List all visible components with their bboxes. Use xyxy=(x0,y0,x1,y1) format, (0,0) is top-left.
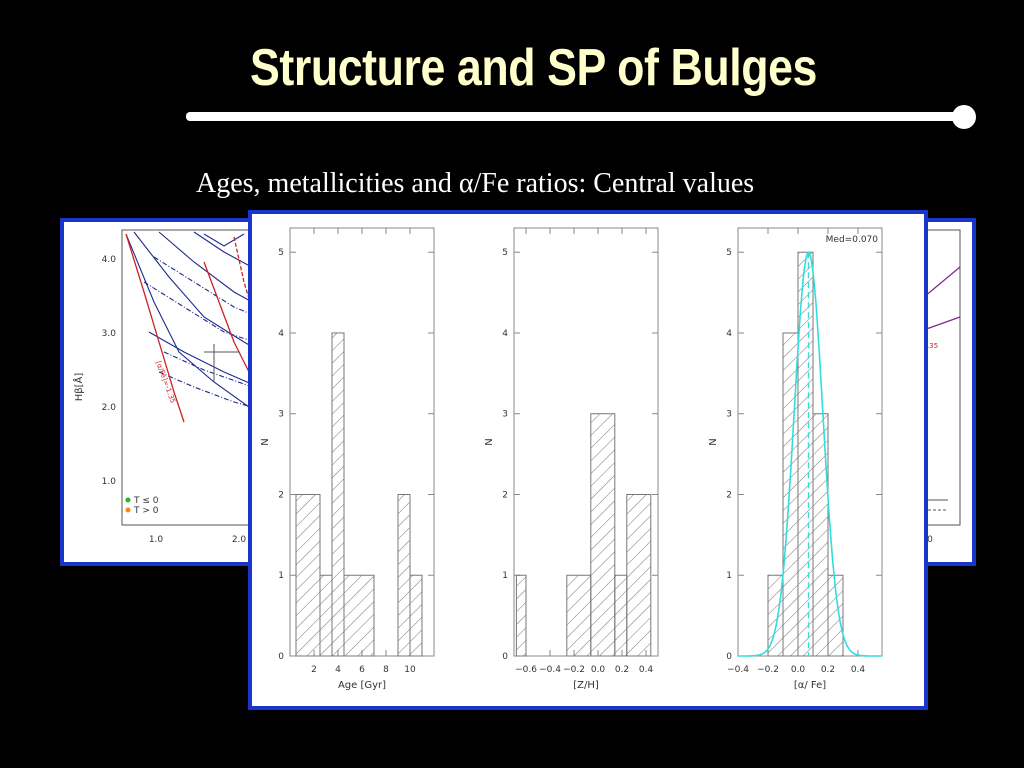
x-tick-label: 0.0 xyxy=(791,665,806,675)
x-tick-label: 0 xyxy=(927,535,933,545)
x-tick-label: 8 xyxy=(383,665,389,675)
histogram-bar xyxy=(343,574,375,657)
x-tick-label: 2 xyxy=(311,665,317,675)
x-tick-label: 0.2 xyxy=(615,665,629,675)
histogram-bar xyxy=(590,413,616,657)
x-tick-label: −0.6 xyxy=(515,665,537,675)
x-tick-label: 2.0 xyxy=(232,535,247,545)
y-tick-label: 3 xyxy=(726,410,732,420)
background-index-plot-panel: 4.0 3.0 2.0 1.0 1.0 2.0 Hβ[Å] [α/Fe]=-1.… xyxy=(60,218,274,566)
x-tick-label: 0.4 xyxy=(851,665,866,675)
y-tick-label: 1 xyxy=(502,571,508,581)
model-label: [α/Fe]=-1.35 xyxy=(154,360,177,404)
x-axis-title: [Z/H] xyxy=(573,680,599,691)
histogram-bar xyxy=(626,493,652,657)
title-underline xyxy=(186,112,964,121)
y-tick-label: 5 xyxy=(726,248,732,258)
histogram-bar xyxy=(812,413,829,657)
x-tick-label: 0.4 xyxy=(639,665,654,675)
y-tick-label: 4 xyxy=(726,329,732,339)
y-tick-label: 5 xyxy=(278,248,284,258)
x-tick-label: −0.4 xyxy=(539,665,561,675)
y-axis-title: N xyxy=(484,438,495,445)
y-tick-label: 2.0 xyxy=(102,403,117,413)
x-tick-label: −0.4 xyxy=(727,665,749,675)
x-tick-label: 0.2 xyxy=(821,665,835,675)
y-tick-label: 4 xyxy=(502,329,508,339)
histograms-panel: 0 1 2 3 4 5 2 4 6 8 10 Age [Gyr] N 0 1 2 3 4 5 −0.6 −0.4 −0.2… xyxy=(248,210,928,710)
x-axis-title: [α/ Fe] xyxy=(794,680,826,691)
median-annotation: Med=0.070 xyxy=(826,235,879,245)
slide-subtitle: Ages, metallicities and α/Fe ratios: Cen… xyxy=(196,168,755,199)
y-tick-label: 1.0 xyxy=(102,477,117,487)
gaussian-fit-curve xyxy=(738,251,882,657)
x-tick-label: 1.0 xyxy=(149,535,164,545)
y-tick-label: 4 xyxy=(278,329,284,339)
legend-marker-green xyxy=(125,497,131,503)
legend-marker-orange xyxy=(125,507,131,513)
y-axis-title: N xyxy=(260,438,271,445)
y-tick-label: 2 xyxy=(726,490,732,500)
x-tick-label: −0.2 xyxy=(563,665,585,675)
underline-endpoint-dot xyxy=(952,105,976,129)
slide-title: Structure and SP of Bulges xyxy=(250,39,817,97)
x-tick-label: 6 xyxy=(359,665,365,675)
x-tick-label: 10 xyxy=(404,665,416,675)
y-tick-label: 2 xyxy=(502,490,508,500)
background-index-plot: 4.0 3.0 2.0 1.0 1.0 2.0 Hβ[Å] [α/Fe]=-1.… xyxy=(72,229,270,545)
y-tick-label: 3 xyxy=(278,410,284,420)
x-tick-label: 0.0 xyxy=(591,665,606,675)
y-tick-label: 1 xyxy=(726,571,732,581)
x-axis-title: Age [Gyr] xyxy=(338,680,386,691)
histogram-1: 0 1 2 3 4 5 2 4 6 8 10 Age [Gyr] N xyxy=(260,227,435,691)
x-tick-label: 4 xyxy=(335,665,341,675)
y-tick-label: 0 xyxy=(278,652,284,662)
y-tick-label: 3.0 xyxy=(102,329,117,339)
legend-label: T > 0 xyxy=(133,506,159,516)
histogram-bar xyxy=(409,574,423,657)
histogram-bar xyxy=(614,574,628,657)
histogram-bar xyxy=(319,574,333,657)
histogram-bar xyxy=(827,574,844,657)
y-tick-label: 0 xyxy=(502,652,508,662)
histogram-bar xyxy=(295,493,321,657)
y-axis-title: N xyxy=(708,438,719,445)
histogram-3: 0 1 2 3 4 5 −0.4 −0.2 0.0 0.2 0.4 [α/ Fe] N Med=0.070 xyxy=(708,227,883,691)
x-tick-label: −0.2 xyxy=(757,665,779,675)
y-tick-label: 0 xyxy=(726,652,732,662)
histogram-bar xyxy=(397,493,411,657)
histogram-bar xyxy=(515,574,527,657)
histogram-2: 0 1 2 3 4 5 −0.6 −0.4 −0.2 0.0 0.2 0.4 [Z/H] N xyxy=(484,227,659,691)
y-tick-label: 3 xyxy=(502,410,508,420)
y-tick-label: 5 xyxy=(502,248,508,258)
y-tick-label: 4.0 xyxy=(102,255,117,265)
y-tick-label: 1 xyxy=(278,571,284,581)
legend-label: T ≤ 0 xyxy=(133,496,159,506)
histogram-bar xyxy=(331,332,345,657)
y-axis-title: Hβ[Å] xyxy=(72,373,85,402)
histogram-bar xyxy=(566,574,592,657)
y-tick-label: 2 xyxy=(278,490,284,500)
